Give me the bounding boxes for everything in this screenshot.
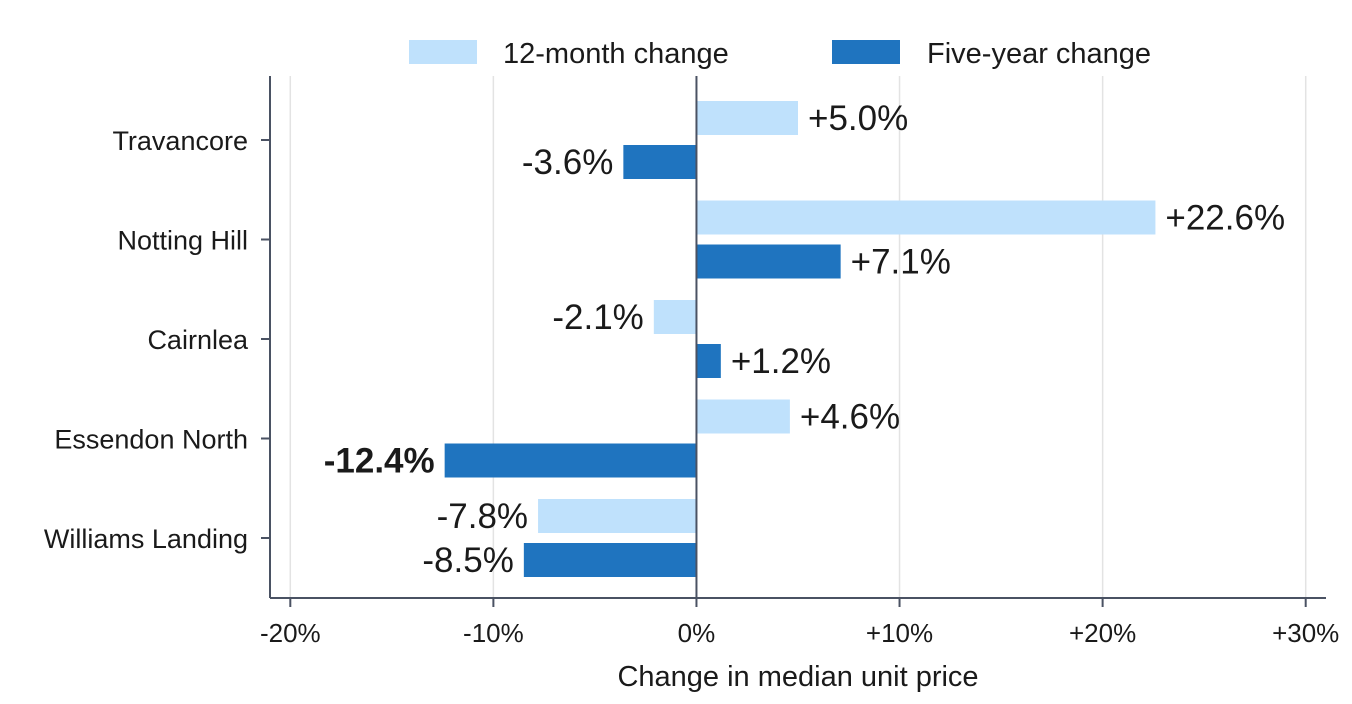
x-tick-label: +20% (1069, 618, 1136, 648)
data-label: -7.8% (437, 497, 528, 536)
bar-12-month (696, 399, 790, 434)
axes: Travancore Notting Hill Cairnlea Essendon N… (44, 76, 1339, 648)
x-tick-label: 0% (678, 618, 716, 648)
legend: 12-month change Five-year change (409, 38, 1151, 70)
bar-12-month (696, 101, 798, 135)
x-tick-label: -20% (260, 618, 321, 648)
bar-five-year (623, 145, 697, 179)
category-label: Cairnlea (147, 325, 249, 355)
data-label: -2.1% (552, 298, 643, 337)
legend-label: 12-month change (503, 38, 729, 70)
category-label: Essendon North (54, 425, 248, 455)
x-tick-label: +30% (1272, 618, 1339, 648)
x-tick-label: -10% (463, 618, 524, 648)
data-label: +1.2% (731, 342, 831, 381)
data-label: +5.0% (808, 99, 908, 138)
bar-five-year (523, 543, 697, 577)
data-label: +22.6% (1165, 199, 1285, 238)
bar-12-month (696, 200, 1156, 235)
data-labels: +5.0% -3.6% +22.6% +7.1% -2.1% +1.2% +4.6% -12.… (324, 99, 1285, 580)
category-label: Williams Landing (44, 524, 248, 554)
bars (444, 101, 1156, 577)
data-label: -8.5% (422, 541, 513, 580)
x-tick-label: +10% (866, 618, 933, 648)
category-label: Travancore (112, 126, 248, 156)
legend-swatch (409, 40, 477, 64)
data-label: -3.6% (522, 143, 613, 182)
bar-12-month (538, 499, 697, 533)
category-label: Notting Hill (117, 226, 248, 256)
legend-swatch (832, 40, 900, 64)
data-label: +7.1% (851, 243, 951, 282)
data-label: -12.4% (324, 442, 435, 481)
bar-five-year (696, 244, 841, 279)
bar-12-month (653, 300, 697, 334)
legend-label: Five-year change (927, 38, 1151, 70)
data-label: +4.6% (800, 398, 900, 437)
x-axis-title: Change in median unit price (617, 661, 978, 693)
gridlines (289, 76, 1307, 598)
bar-five-year (444, 443, 697, 478)
bar-five-year (696, 344, 721, 378)
